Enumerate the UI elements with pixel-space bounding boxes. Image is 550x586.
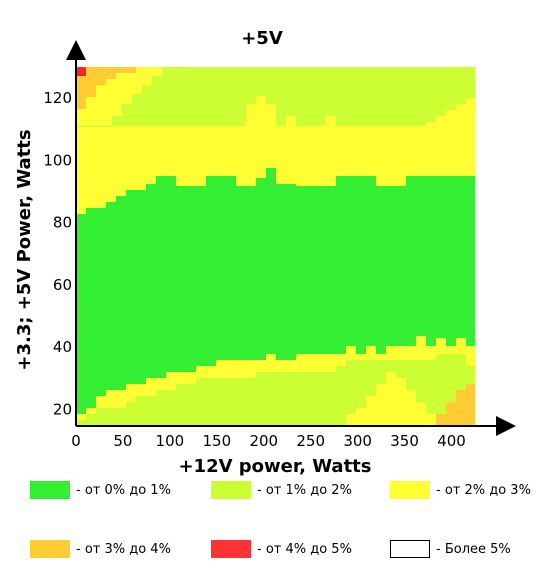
x-tick-label: 150 (203, 432, 232, 450)
x-tick-label: 0 (71, 432, 81, 450)
x-tick-label: 100 (156, 432, 185, 450)
x-tick-label: 350 (390, 432, 419, 450)
x-tick-label: 300 (343, 432, 372, 450)
region-level-4-cell (76, 67, 86, 76)
y-tick-label: 120 (43, 89, 72, 107)
region-level-0 (76, 168, 475, 414)
y-tick-label: 40 (53, 338, 72, 356)
x-tick-label: 400 (437, 432, 466, 450)
region-level-3-bottomright (436, 384, 475, 425)
y-tick-label: 60 (53, 276, 72, 294)
x-tick-label: 50 (113, 432, 132, 450)
region-level-1-lower (76, 354, 475, 425)
x-tick-labels: 0 50 100 150 200 250 300 350 400 (71, 432, 466, 450)
y-tick-label: 100 (43, 151, 72, 169)
x-tick-label: 200 (249, 432, 278, 450)
region-level-1-upper (76, 67, 475, 127)
y-axis-label: +3.3; +5V Power, Watts (14, 129, 35, 370)
y-tick-labels: 20 40 60 80 100 120 (43, 89, 72, 418)
y-tick-label: 20 (53, 400, 72, 418)
x-axis-label: +12V power, Watts (178, 456, 371, 477)
x-tick-label: 250 (296, 432, 325, 450)
chart-title: +5V (241, 28, 283, 49)
plot-area (76, 67, 475, 425)
region-level-3-topleft (76, 67, 136, 109)
y-tick-label: 80 (53, 214, 72, 232)
